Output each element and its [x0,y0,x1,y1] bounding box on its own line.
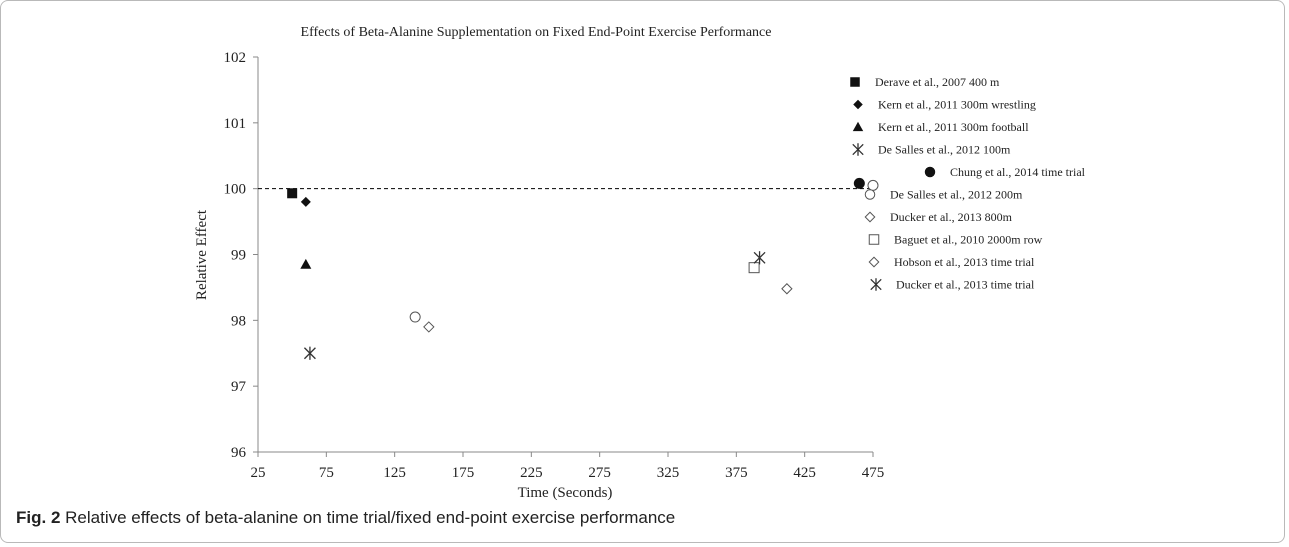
legend-marker [868,256,880,268]
x-ticks: 25 75 125 175 225 275 325 375 425 475 [251,452,885,481]
data-point [753,251,766,265]
x-tick-label: 275 [588,465,611,481]
legend-marker [864,211,876,223]
x-tick-label: 325 [657,465,680,481]
legend-label: Hobson et al., 2013 time trial [894,255,1035,269]
legend-label: Chung et al., 2014 time trial [950,165,1086,179]
figure-caption: Fig. 2 Relative effects of beta-alanine … [16,508,675,528]
y-ticks: 96 97 98 99 100 101 102 [224,50,258,461]
data-point [423,321,435,333]
legend-label: Baguet et al., 2010 2000m row [894,233,1043,247]
data-point [300,258,312,269]
data-point [853,177,865,189]
data-point [287,188,298,199]
legend-label: Ducker et al., 2013 time trial [896,278,1035,292]
data-points [287,177,879,360]
x-tick-label: 475 [862,465,885,481]
x-tick-label: 375 [725,465,748,481]
y-tick-label: 100 [224,182,247,198]
legend-label: De Salles et al., 2012 100m [878,143,1011,157]
legend-label: Derave et al., 2007 400 m [875,75,1000,89]
legend-marker [850,77,860,87]
x-axis-label: Time (Seconds) [518,485,613,501]
legend-label: Kern et al., 2011 300m football [878,120,1029,134]
x-tick-label: 225 [520,465,543,481]
x-tick-label: 175 [452,465,475,481]
chart-title: Effects of Beta-Alanine Supplementation … [301,25,772,40]
legend-marker [868,234,880,245]
scatter-chart: Effects of Beta-Alanine Supplementation … [194,25,1086,501]
data-point [748,262,760,274]
axes [257,57,873,453]
legend: Derave et al., 2007 400 m Kern et al., 20… [850,75,1086,292]
legend-marker [852,143,864,156]
data-point [300,196,311,207]
y-tick-label: 99 [231,248,246,264]
legend-marker [852,121,864,132]
y-tick-label: 96 [231,445,247,461]
data-point [867,179,879,191]
legend-marker [924,166,936,178]
data-point [303,346,316,360]
caption-text: Relative effects of beta-alanine on time… [60,508,676,527]
legend-label: Kern et al., 2011 300m wrestling [878,98,1036,112]
y-tick-label: 97 [231,379,247,395]
legend-marker [870,278,882,291]
caption-label: Fig. 2 [16,508,61,527]
x-tick-label: 425 [793,465,816,481]
y-axis-label: Relative Effect [194,209,210,300]
x-tick-label: 125 [383,465,406,481]
legend-label: De Salles et al., 2012 200m [890,188,1023,202]
legend-marker [853,99,863,110]
x-tick-label: 25 [251,465,266,481]
y-tick-label: 98 [231,313,246,329]
data-point [409,311,421,323]
y-tick-label: 102 [224,50,247,66]
data-point [781,283,793,295]
y-tick-label: 101 [224,116,247,132]
legend-marker [864,189,876,200]
x-tick-label: 75 [319,465,334,481]
legend-label: Ducker et al., 2013 800m [890,210,1013,224]
